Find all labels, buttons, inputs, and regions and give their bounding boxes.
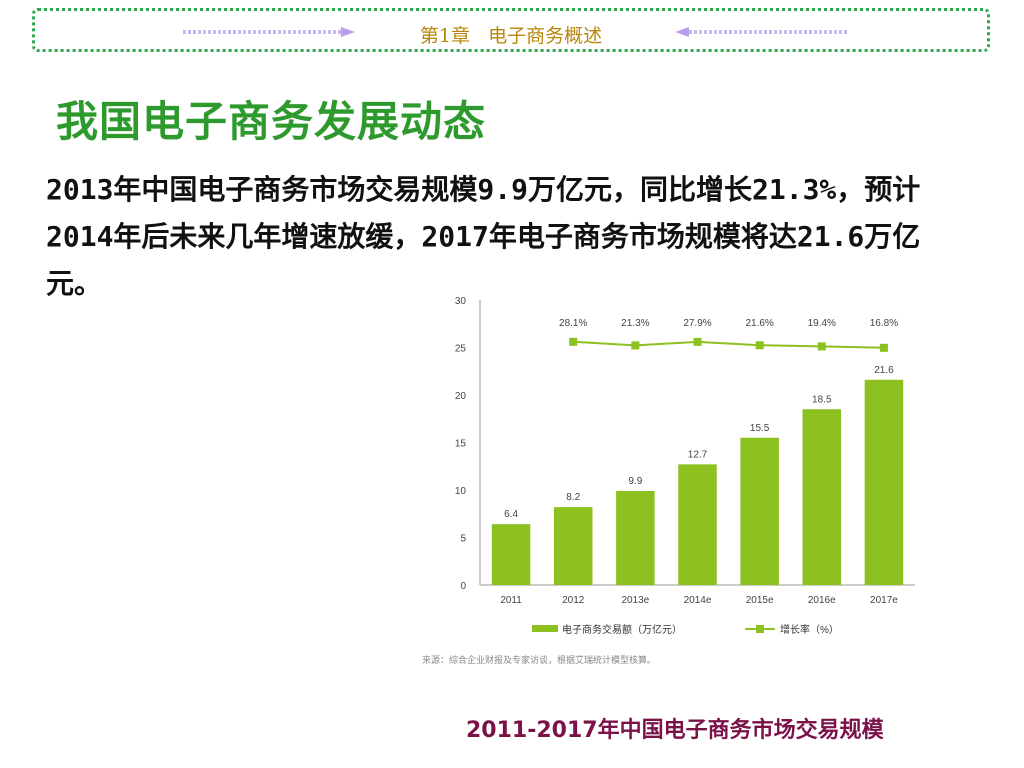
y-tick-label: 5: [460, 534, 466, 545]
growth-rate-label: 16.8%: [870, 318, 898, 329]
arrow-left-icon: [675, 27, 847, 37]
x-tick-label: 2011: [500, 595, 522, 606]
bar-value-label: 9.9: [628, 476, 642, 487]
legend-line-label: 增长率（%）: [780, 623, 839, 636]
legend-bar-swatch: [532, 625, 558, 632]
x-tick-label: 2017e: [870, 595, 898, 606]
bar: [678, 464, 717, 585]
source-note: 来源：综合企业财报及专家访谈，根据艾瑞统计模型核算。: [422, 654, 656, 665]
chapter-header: 第1章 电子商务概述: [32, 8, 990, 52]
legend-line-marker: [756, 625, 764, 633]
bar: [864, 379, 904, 585]
growth-rate-marker: [569, 337, 578, 346]
chapter-number: 第1章: [419, 25, 470, 47]
growth-rate-label: 19.4%: [808, 318, 836, 329]
growth-rate-label: 28.1%: [559, 318, 587, 329]
growth-rate-label: 21.3%: [621, 318, 649, 329]
x-tick-label: 2016e: [808, 595, 836, 606]
bar: [740, 437, 779, 585]
x-tick-label: 2013e: [621, 595, 649, 606]
slide-title: 我国电子商务发展动态: [56, 97, 487, 146]
bar: [616, 490, 655, 585]
growth-rate-line: [573, 340, 884, 349]
bar: [491, 524, 531, 585]
bar-value-label: 8.2: [566, 492, 580, 503]
arrow-right-icon: [183, 27, 355, 37]
chapter-title: 第1章 电子商务概述: [35, 21, 987, 48]
bar: [553, 507, 593, 585]
bar-line-chart: 0 5 10 15 20 25 30 6.4 8.2 9.9 12.7 15.5 18.5 21.6 201…: [422, 296, 915, 665]
legend-bar-label: 电子商务交易额（万亿元）: [562, 623, 682, 636]
y-tick-label: 20: [455, 391, 467, 402]
y-tick-label: 25: [455, 344, 467, 355]
x-tick-label: 2015e: [746, 595, 774, 606]
y-tick-label: 0: [460, 581, 466, 592]
bar-value-label: 21.6: [874, 365, 894, 376]
chapter-name: 电子商务概述: [488, 25, 603, 47]
chart-container: 0 5 10 15 20 25 30 6.4 8.2 9.9 12.7 15.5 18.5 21.6 201…: [410, 285, 930, 680]
y-tick-label: 30: [455, 296, 467, 307]
bar-value-label: 15.5: [750, 423, 770, 434]
y-tick-label: 10: [455, 486, 467, 497]
growth-rate-marker: [631, 341, 640, 350]
growth-rate-label: 27.9%: [683, 318, 711, 329]
body-paragraph: 2013年中国电子商务市场交易规模9.9万亿元，同比增长21.3%，预计2014…: [46, 173, 921, 300]
bar-value-label: 18.5: [812, 394, 832, 405]
bar-value-label: 6.4: [504, 509, 518, 520]
growth-rate-label: 21.6%: [745, 318, 773, 329]
x-tick-label: 2012: [562, 595, 585, 606]
growth-rate-marker: [755, 341, 764, 350]
growth-rate-marker: [817, 342, 826, 351]
bar-value-label: 12.7: [688, 449, 708, 460]
x-tick-label: 2014e: [684, 595, 712, 606]
growth-rate-marker: [879, 343, 888, 352]
y-tick-label: 15: [455, 439, 467, 450]
growth-rate-marker: [693, 337, 702, 346]
bar: [802, 409, 842, 585]
chart-caption: 2011-2017年中国电子商务市场交易规模: [466, 718, 884, 743]
